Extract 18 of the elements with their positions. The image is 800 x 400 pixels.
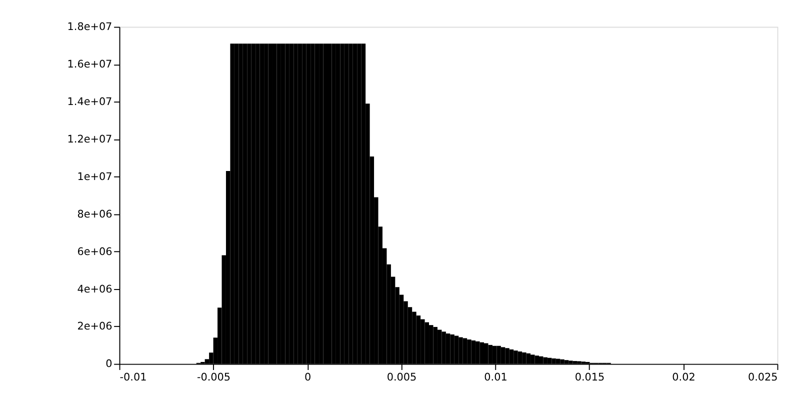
x-tick-label: 0.02 [672,371,696,384]
y-tick-label: 1.6e+07 [67,58,112,71]
x-tick-label: 0.015 [574,371,605,384]
y-tick-label: 1e+07 [77,170,112,183]
x-tick-label: 0 [304,371,312,384]
y-tick-label: 1.2e+07 [67,133,112,146]
y-tick-label: 1.8e+07 [67,21,112,34]
y-tick-label: 0 [106,358,112,370]
x-tick-label: -0.005 [196,371,231,384]
y-tick-label: 4e+06 [77,283,112,296]
x-tick-label: 0.005 [386,371,417,384]
y-tick-label: 1.4e+07 [67,96,112,108]
x-tick-label: -0.01 [120,371,147,384]
y-tick-label: 6e+06 [77,246,112,258]
y-tick-label: 2e+06 [77,320,112,333]
x-tick-label: 0.025 [748,371,778,384]
y-tick-label: 8e+06 [77,208,112,220]
x-tick-label: 0.01 [484,371,508,384]
